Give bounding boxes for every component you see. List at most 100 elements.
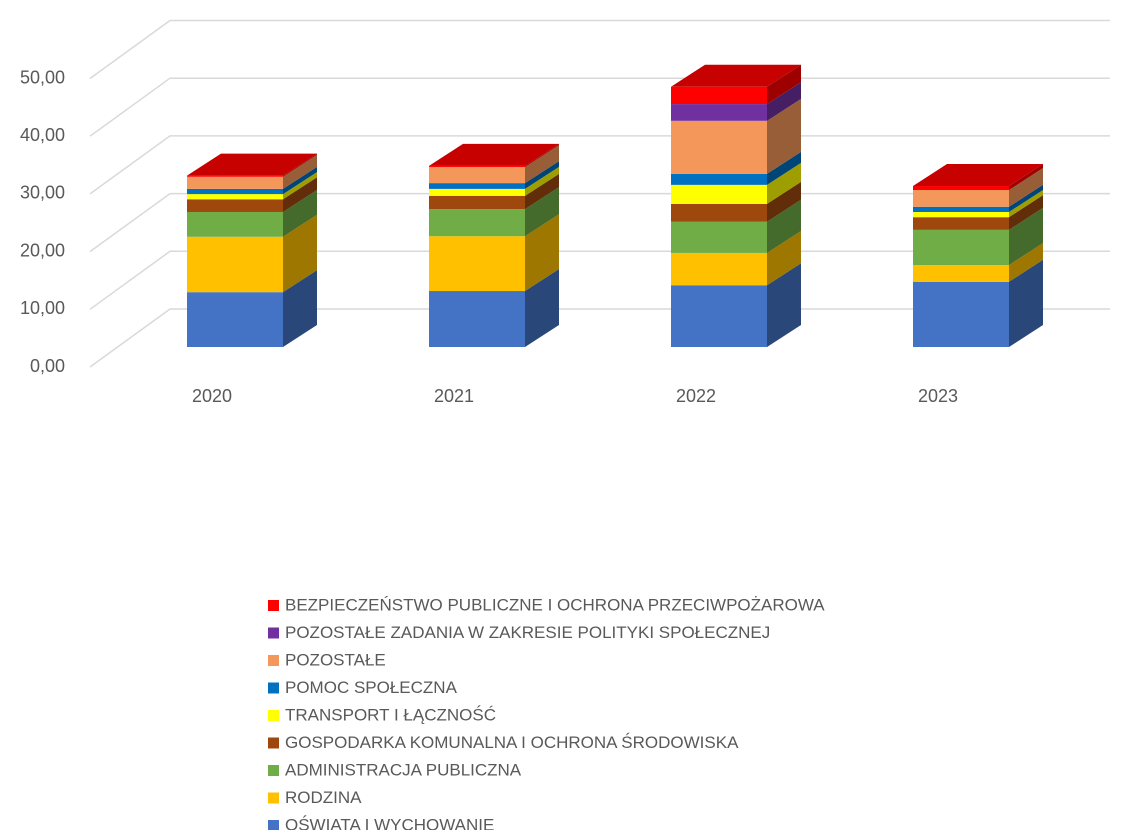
bar-segment-side (767, 230, 801, 286)
bar-segment-side (767, 151, 801, 185)
legend-label: POMOC SPOŁECZNA (285, 678, 458, 697)
bar-segment (429, 291, 525, 347)
bar-segment-side (525, 269, 559, 347)
bar-segment (671, 120, 767, 174)
bar-segment-side (525, 214, 559, 292)
y-tick-label: 0,00 (30, 356, 65, 376)
bar-segment (671, 252, 767, 286)
bar-segment-side (1009, 164, 1043, 191)
bar-segment-side (1009, 184, 1043, 212)
bar-segment (187, 188, 283, 195)
legend-swatch (268, 627, 279, 639)
legend-swatch (268, 792, 279, 804)
bar-top (671, 64, 801, 87)
legend-label: OŚWIATA I WYCHOWANIE (285, 815, 494, 830)
bar-segment-side (525, 161, 559, 189)
bar-segment-side (767, 64, 801, 105)
bar-segment (429, 209, 525, 237)
legend-swatch (268, 710, 279, 721)
legend-label: ADMINISTRACJA PUBLICZNA (285, 760, 522, 779)
bar-segment-side (1009, 259, 1043, 347)
bar-segment (913, 229, 1009, 266)
bar-segment-side (525, 173, 559, 210)
bar-segment (429, 166, 525, 184)
bar-segment (671, 86, 767, 105)
y-tick-label: 50,00 (20, 67, 65, 87)
bar-segment-side (283, 214, 317, 293)
bar-segment (913, 211, 1009, 218)
bar-segment-side (1009, 207, 1043, 266)
bar-segment (429, 188, 525, 196)
bar-segment-side (767, 162, 801, 204)
bar-segment-side (525, 187, 559, 237)
y-tick-label: 30,00 (20, 183, 65, 203)
bar-segment (187, 199, 283, 212)
bar-segment (671, 203, 767, 222)
bar-segment-side (283, 153, 317, 177)
bar-top (913, 164, 1043, 187)
bar-segment-side (283, 177, 317, 212)
grid-line (89, 19, 1110, 80)
bar-segment-side (767, 199, 801, 253)
bar-segment-side (283, 166, 317, 195)
legend-swatch (268, 820, 279, 831)
legend-swatch (268, 682, 279, 694)
bar-segment (671, 184, 767, 204)
bar-segment (187, 211, 283, 237)
bar-segment-side (767, 98, 801, 174)
bar-segment-side (767, 263, 801, 347)
x-tick-label: 2021 (434, 386, 474, 406)
bar-segment-side (525, 143, 559, 167)
bar-segment-side (283, 270, 317, 347)
x-tick-label: 2022 (676, 386, 716, 406)
bar-segment (187, 236, 283, 293)
bar-segment (671, 221, 767, 253)
bar-segment-side (1009, 189, 1043, 218)
bar-segment-side (767, 181, 801, 222)
bar-segment (187, 176, 283, 189)
bar-segment (187, 194, 283, 200)
x-tick-label: 2023 (918, 386, 958, 406)
legend-label: POZOSTAŁE ZADANIA W ZAKRESIE POLITYKI SP… (285, 623, 770, 642)
bar-segment-side (283, 154, 317, 189)
bar-segment-side (283, 189, 317, 237)
legend-swatch (268, 655, 279, 666)
bar-segment (913, 190, 1009, 207)
bar-segment-side (525, 144, 559, 184)
bar-segment-side (767, 82, 801, 121)
legend-swatch (268, 765, 279, 776)
bar-segment (913, 206, 1009, 212)
bar-segment (913, 265, 1009, 282)
bar-segment (913, 217, 1009, 230)
bar-segment (429, 183, 525, 189)
y-tick-label: 10,00 (20, 298, 65, 318)
bar-segment-side (283, 172, 317, 200)
bar-segment (429, 165, 525, 167)
bar-segment (671, 104, 767, 121)
bar-segment (671, 285, 767, 347)
bar-top (187, 153, 317, 176)
legend-label: POZOSTAŁE (285, 650, 386, 669)
legend-label: BEZPIECZEŃSTWO PUBLICZNE I OCHRONA PRZEC… (285, 595, 825, 614)
grid-line (89, 77, 1110, 137)
bar-segment-side (525, 166, 559, 196)
bar-segment (429, 195, 525, 210)
bar-segment (913, 281, 1009, 347)
legend-label: GOSPODARKA KOMUNALNA I OCHRONA ŚRODOWISK… (285, 733, 739, 752)
bar-segment (187, 292, 283, 347)
y-tick-label: 40,00 (20, 125, 65, 145)
legend-label: RODZINA (285, 788, 362, 807)
bar-top (429, 143, 559, 166)
bar-segment (429, 236, 525, 292)
legend-swatch (268, 600, 279, 611)
legend-label: TRANSPORT I ŁĄCZNOŚĆ (285, 705, 496, 724)
bar-segment-side (1009, 243, 1043, 282)
x-tick-label: 2020 (192, 386, 232, 406)
bar-segment (187, 175, 283, 177)
bar-segment (913, 186, 1009, 191)
bar-segment (671, 173, 767, 185)
legend-swatch (268, 737, 279, 749)
y-tick-label: 20,00 (20, 240, 65, 260)
bar-segment-side (1009, 195, 1043, 230)
